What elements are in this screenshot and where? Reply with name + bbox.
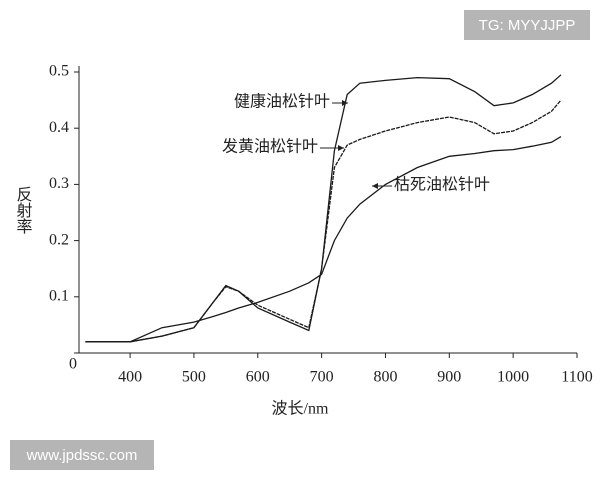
y-tick-label: 0.3 (49, 175, 69, 192)
watermark: www.jpdssc.com (26, 447, 138, 464)
series-line (85, 136, 562, 343)
y-tick-label: 0.1 (49, 287, 69, 304)
y-tick-label: 0.4 (49, 119, 69, 136)
x-tick-label: 500 (182, 369, 206, 386)
x-tick-label: 1100 (561, 369, 592, 386)
watermark-box (10, 440, 154, 470)
x-tick-label: 900 (437, 369, 461, 386)
x-tick-label: 700 (310, 369, 334, 386)
x-axis-label: 波长/nm (272, 400, 329, 418)
series-label: 枯死油松针叶 (394, 176, 490, 194)
y-tick-label: 0.2 (49, 231, 69, 248)
y-axis-label: 反射率 (14, 186, 33, 234)
watermark-box (464, 10, 590, 40)
arrow-head (372, 183, 378, 189)
arrow-head (338, 145, 344, 151)
series-line (85, 99, 562, 343)
x-tick-label: 800 (373, 369, 397, 386)
watermark: TG: MYYJJPP (479, 17, 576, 34)
arrow-head (342, 100, 348, 106)
x-tick-label: 400 (118, 369, 142, 386)
x-tick-label: 600 (246, 369, 270, 386)
x-tick-label: 1000 (497, 369, 529, 386)
series-line (85, 74, 562, 343)
y-tick-label: 0 (69, 356, 77, 373)
series-label: 健康油松针叶 (234, 93, 330, 111)
y-tick-label: 0.5 (49, 63, 69, 80)
series-label: 发黄油松针叶 (222, 138, 318, 156)
